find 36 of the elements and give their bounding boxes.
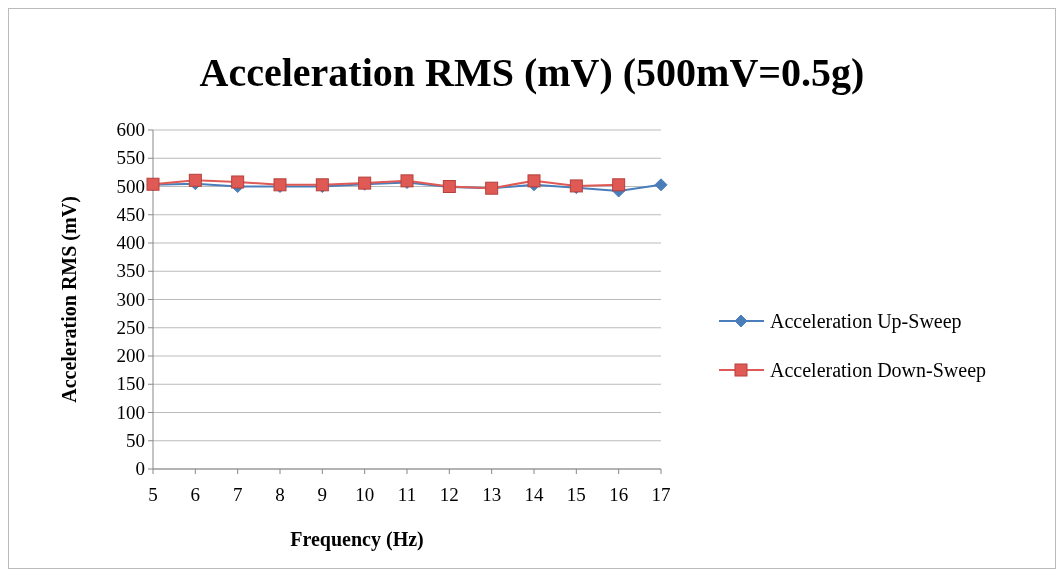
legend-label: Acceleration Up-Sweep bbox=[770, 310, 962, 333]
chart-title: Acceleration RMS (mV) (500mV=0.5g) bbox=[199, 50, 865, 95]
y-tick-label: 200 bbox=[116, 345, 145, 366]
x-tick-label: 17 bbox=[651, 484, 671, 505]
y-tick-label: 450 bbox=[116, 203, 145, 225]
y-tick-label: 100 bbox=[116, 401, 145, 423]
y-tick-label: 500 bbox=[116, 175, 145, 197]
legend-label: Acceleration Down-Sweep bbox=[770, 359, 987, 382]
x-tick-label: 9 bbox=[317, 484, 328, 505]
y-tick-label: 300 bbox=[116, 288, 145, 310]
x-tick-label: 7 bbox=[232, 484, 243, 505]
x-tick-label: 13 bbox=[482, 484, 502, 505]
y-tick-label: 400 bbox=[116, 232, 145, 253]
point bbox=[612, 178, 626, 192]
x-tick-label: 10 bbox=[355, 484, 375, 505]
point bbox=[231, 175, 245, 189]
x-tick-label: 12 bbox=[439, 484, 459, 505]
x-tick-label: 8 bbox=[275, 484, 285, 505]
x-tick-label: 14 bbox=[524, 484, 544, 505]
y-tick-label: 600 bbox=[116, 119, 145, 140]
y-axis-title: Acceleration RMS (mV) bbox=[58, 196, 81, 403]
x-tick-label: 5 bbox=[148, 484, 158, 505]
y-tick-label: 50 bbox=[126, 429, 145, 451]
y-tick-label: 350 bbox=[116, 260, 145, 282]
point bbox=[188, 173, 202, 187]
x-tick-label: 16 bbox=[609, 484, 629, 505]
point bbox=[654, 178, 668, 192]
y-tick-label: 550 bbox=[116, 147, 145, 169]
y-tick-label: 250 bbox=[116, 316, 145, 338]
x-tick-label: 11 bbox=[397, 484, 417, 505]
x-tick-label: 15 bbox=[566, 484, 586, 505]
x-tick-label: 6 bbox=[190, 484, 201, 505]
y-tick-label: 150 bbox=[116, 373, 145, 395]
y-tick-label: 0 bbox=[135, 458, 145, 479]
point bbox=[527, 174, 541, 188]
x-axis-title: Frequency (Hz) bbox=[290, 528, 424, 551]
